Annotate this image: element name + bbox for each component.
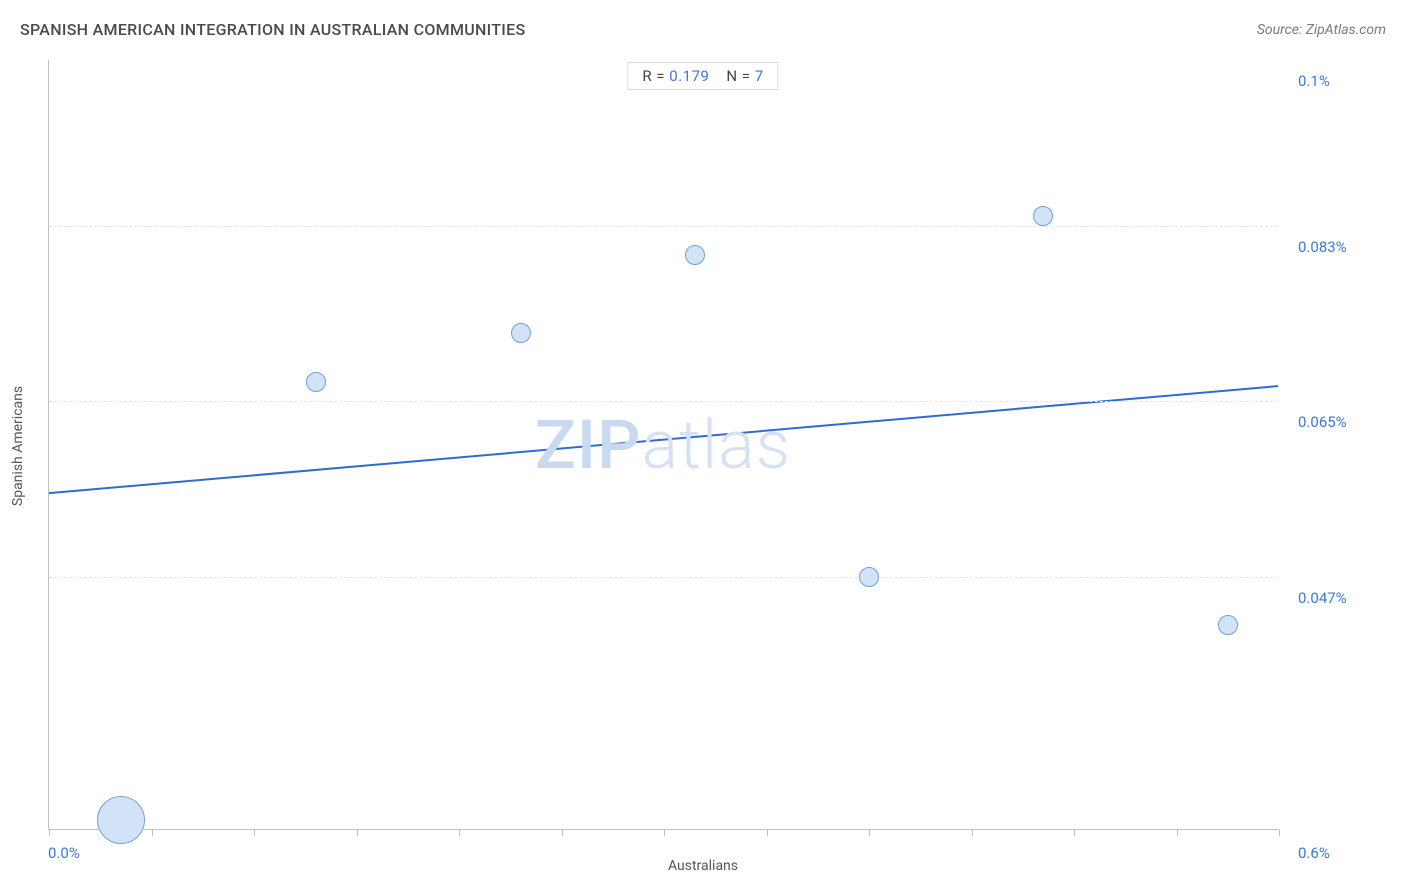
x-tick <box>562 829 563 836</box>
source-label: Source: ZipAtlas.com <box>1257 22 1386 38</box>
x-tick <box>152 829 153 836</box>
x-tick <box>767 829 768 836</box>
chart-title: SPANISH AMERICAN INTEGRATION IN AUSTRALI… <box>20 20 525 39</box>
n-value: 7 <box>755 67 764 85</box>
gridline <box>49 577 1278 578</box>
x-tick <box>49 829 50 836</box>
x-tick <box>1279 829 1280 836</box>
n-label: N = <box>726 67 750 85</box>
stats-box: R = 0.179 N = 7 <box>627 62 778 90</box>
gridline <box>49 226 1278 227</box>
y-tick-label: 0.083% <box>1298 238 1386 256</box>
x-axis-label: Australians <box>668 858 738 874</box>
x-min-label: 0.0% <box>48 844 80 862</box>
scatter-point <box>306 372 326 392</box>
y-axis-label: Spanish Americans <box>10 386 26 506</box>
x-tick <box>1074 829 1075 836</box>
r-value: 0.179 <box>669 67 709 85</box>
scatter-point <box>859 567 879 587</box>
x-tick <box>459 829 460 836</box>
r-label: R = <box>642 67 665 85</box>
y-tick-label: 0.065% <box>1298 413 1386 431</box>
y-tick-label: 0.1% <box>1298 72 1386 90</box>
trend-line <box>49 60 1278 829</box>
scatter-point <box>1033 206 1053 226</box>
scatter-point <box>685 245 705 265</box>
x-tick <box>869 829 870 836</box>
x-tick <box>664 829 665 836</box>
x-tick <box>972 829 973 836</box>
scatter-point <box>1218 615 1238 635</box>
gridline <box>49 401 1278 402</box>
x-tick <box>254 829 255 836</box>
chart-header: SPANISH AMERICAN INTEGRATION IN AUSTRALI… <box>20 20 1386 39</box>
x-tick <box>357 829 358 836</box>
plot-region <box>48 60 1278 830</box>
x-tick <box>1177 829 1178 836</box>
scatter-point <box>97 796 145 844</box>
chart-plot-area: ZIPatlas <box>48 60 1278 830</box>
y-tick-label: 0.047% <box>1298 589 1386 607</box>
x-max-label: 0.6% <box>1298 844 1330 862</box>
scatter-point <box>511 323 531 343</box>
